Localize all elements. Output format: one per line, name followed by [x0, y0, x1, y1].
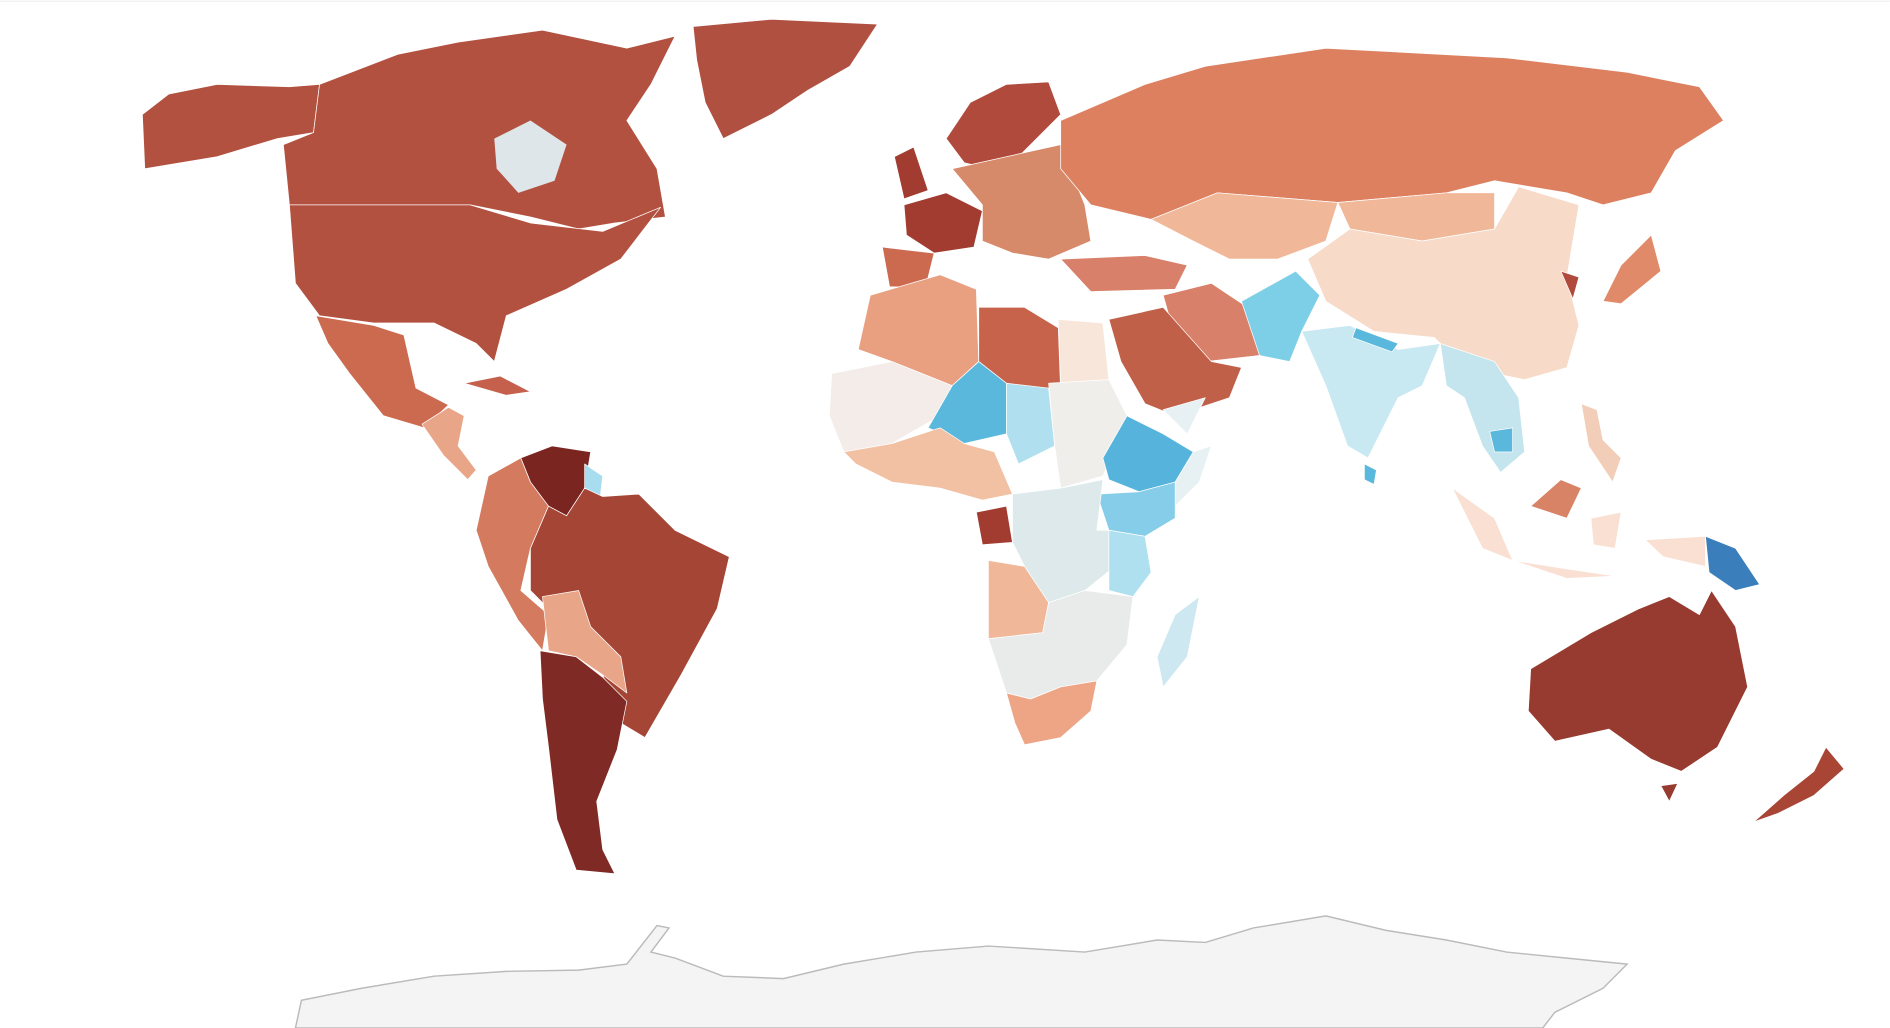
- philippines: [1580, 403, 1622, 483]
- greenland: [692, 18, 878, 139]
- nepal: [1351, 327, 1399, 353]
- tanzania: [1108, 529, 1152, 597]
- papua-new-guinea: [1705, 535, 1761, 591]
- india: [1301, 325, 1441, 459]
- uk: [894, 146, 929, 200]
- central-america: [421, 406, 477, 481]
- china: [1307, 186, 1580, 380]
- cuba: [463, 375, 531, 396]
- argentina-chile: [539, 650, 628, 875]
- sahel-west: [828, 361, 953, 453]
- mexico: [315, 315, 449, 429]
- new-zealand: [1753, 746, 1845, 823]
- cambodia: [1489, 427, 1513, 453]
- egypt: [1057, 319, 1110, 384]
- korea: [1560, 270, 1580, 300]
- japan: [1602, 234, 1662, 305]
- alaska: [142, 83, 320, 170]
- colombia-peru: [475, 457, 549, 652]
- gabon-congo: [975, 505, 1013, 546]
- usa: [289, 204, 661, 362]
- canada: [283, 29, 676, 230]
- hudson-bay: [494, 120, 567, 193]
- arabia: [1108, 306, 1242, 417]
- chad: [1006, 382, 1056, 465]
- antarctica: [294, 915, 1629, 1028]
- central-asia: [1150, 192, 1339, 260]
- horn: [1162, 397, 1212, 507]
- madagascar: [1156, 596, 1200, 688]
- sri-lanka: [1364, 463, 1377, 485]
- south-africa: [1006, 680, 1098, 746]
- malaysia: [1530, 479, 1582, 519]
- france: [903, 192, 983, 254]
- indonesia: [1452, 487, 1706, 579]
- countries: [142, 18, 1845, 875]
- australia: [1527, 590, 1748, 802]
- bolivia-paraguay: [542, 590, 628, 694]
- turkey-caucasus: [1060, 255, 1188, 293]
- brazil: [530, 487, 730, 738]
- russia: [1060, 47, 1724, 220]
